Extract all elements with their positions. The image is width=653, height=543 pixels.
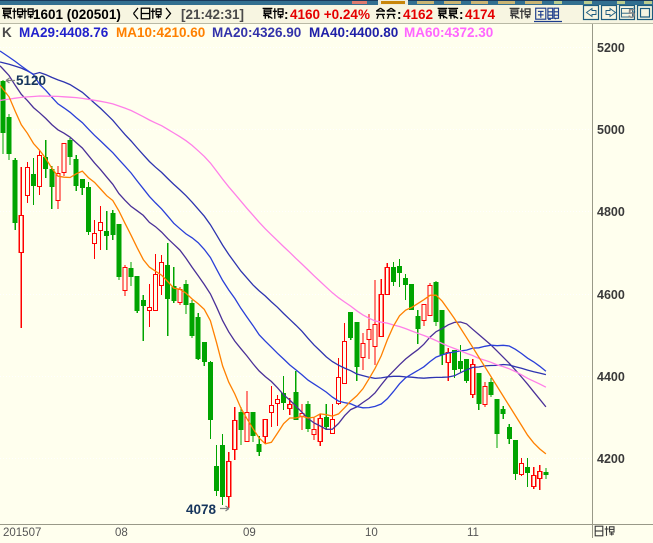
svg-text:4162: 4162 xyxy=(403,7,433,22)
svg-text:4174: 4174 xyxy=(465,7,496,22)
svg-text:MA29:4408.76: MA29:4408.76 xyxy=(19,25,109,40)
svg-text:10: 10 xyxy=(365,527,378,538)
svg-text:MA40:4400.80: MA40:4400.80 xyxy=(309,25,398,40)
svg-text:MA60:4372.30: MA60:4372.30 xyxy=(404,25,493,40)
svg-text:11: 11 xyxy=(467,527,479,538)
svg-text:4800: 4800 xyxy=(597,205,625,219)
svg-text:MA20:4326.90: MA20:4326.90 xyxy=(212,25,301,40)
svg-text:09: 09 xyxy=(243,527,256,538)
svg-text:5200: 5200 xyxy=(597,41,625,55)
svg-text::: : xyxy=(284,7,289,22)
svg-text:5: 5 xyxy=(628,6,635,21)
svg-text:5120: 5120 xyxy=(16,73,46,88)
svg-text:5000: 5000 xyxy=(597,123,625,137)
svg-text:4200: 4200 xyxy=(597,452,625,466)
svg-text:[21:42:31]: [21:42:31] xyxy=(181,7,244,22)
svg-text:4400: 4400 xyxy=(597,370,625,384)
svg-text::: : xyxy=(397,7,402,22)
svg-text:K: K xyxy=(2,25,12,40)
svg-text:08: 08 xyxy=(115,527,128,538)
svg-text:4600: 4600 xyxy=(597,288,625,302)
svg-text:4078: 4078 xyxy=(186,502,217,517)
svg-text:201507: 201507 xyxy=(3,527,41,538)
svg-text:MA10:4210.60: MA10:4210.60 xyxy=(116,25,205,40)
svg-text::: : xyxy=(459,7,464,22)
svg-text:4160 +0.24%: 4160 +0.24% xyxy=(290,7,370,22)
svg-text:1601 (020501): 1601 (020501) xyxy=(33,7,121,22)
